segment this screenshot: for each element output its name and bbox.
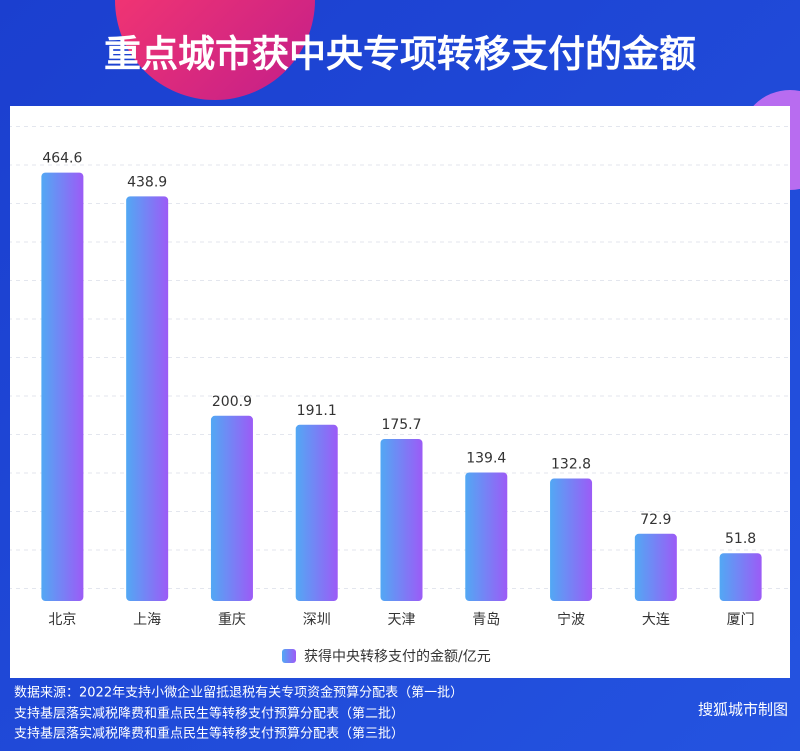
value-label: 200.9: [212, 394, 252, 410]
x-tick-label: 重庆: [218, 612, 246, 628]
x-tick-label: 天津: [388, 612, 416, 628]
bar: [550, 478, 593, 601]
source-note: 数据来源：2022年支持小微企业留抵退税有关专项资金预算分配表（第一批）: [14, 685, 463, 701]
value-label: 72.9: [640, 512, 671, 528]
bar: [41, 172, 84, 601]
bar: [295, 424, 338, 601]
chart-title: 重点城市获中央专项转移支付的金额: [104, 33, 696, 76]
decor-circle: [115, 0, 315, 100]
bar: [634, 533, 677, 601]
source-note: 支持基层落实减税降费和重点民生等转移支付预算分配表（第三批）: [14, 726, 404, 742]
legend-label: 获得中央转移支付的金额/亿元: [304, 648, 491, 665]
value-label: 464.6: [42, 151, 82, 167]
x-tick-label: 深圳: [303, 612, 331, 628]
value-label: 139.4: [466, 450, 506, 466]
source-note: 支持基层落实减税降费和重点民生等转移支付预算分配表（第二批）: [14, 706, 404, 722]
value-label: 132.8: [551, 457, 591, 473]
legend-swatch: [282, 649, 296, 663]
x-tick-label: 北京: [48, 612, 76, 628]
bar: [210, 415, 253, 601]
bar: [380, 439, 423, 601]
value-label: 191.1: [297, 403, 337, 419]
x-tick-label: 青岛: [472, 612, 500, 628]
x-tick-label: 大连: [642, 612, 670, 628]
credit: 搜狐城市制图: [698, 701, 788, 719]
bar: [465, 472, 508, 601]
value-label: 438.9: [127, 174, 167, 190]
x-tick-label: 上海: [133, 612, 161, 628]
x-tick-label: 厦门: [727, 612, 755, 628]
x-tick-label: 宁波: [557, 611, 585, 628]
bar: [126, 196, 169, 601]
bar: [719, 553, 762, 601]
value-label: 51.8: [725, 531, 756, 547]
value-label: 175.7: [381, 417, 421, 433]
